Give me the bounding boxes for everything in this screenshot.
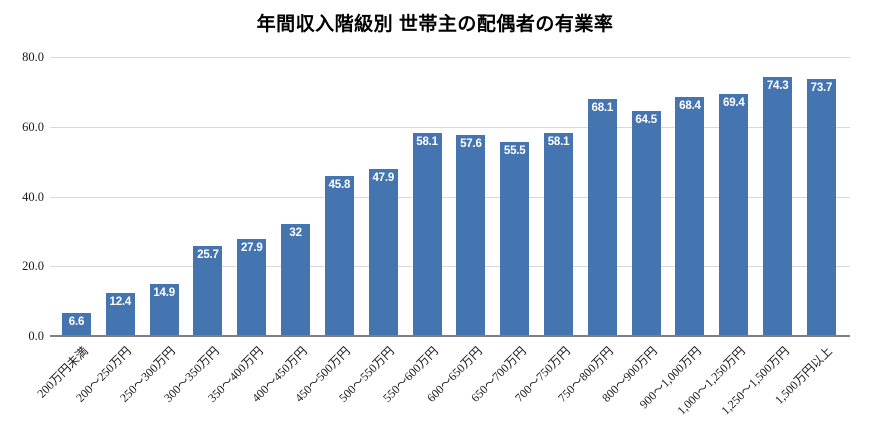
bar: 27.9 <box>237 238 267 336</box>
x-tick-label: 200万円未満 <box>33 344 91 401</box>
bar-value-label: 74.3 <box>766 79 789 92</box>
bar-value-label: 32 <box>289 227 302 240</box>
y-tick-label: 0.0 <box>28 329 44 343</box>
bar: 58.1 <box>544 133 574 336</box>
bar: 74.3 <box>763 76 793 336</box>
bar-value-label: 14.9 <box>153 287 175 300</box>
bar: 58.1 <box>412 133 442 336</box>
y-tick-label: 20.0 <box>22 259 44 274</box>
bar: 68.1 <box>587 98 617 336</box>
bar-value-label: 58.1 <box>547 136 570 149</box>
bar-value-label: 69.4 <box>723 96 745 109</box>
bar: 14.9 <box>149 284 179 336</box>
bar: 12.4 <box>105 292 135 336</box>
x-axis-line <box>50 335 850 337</box>
bar: 73.7 <box>806 78 836 336</box>
bar: 45.8 <box>324 176 354 336</box>
bar: 32 <box>281 224 311 336</box>
bar-value-label: 27.9 <box>240 241 263 254</box>
bar-value-label: 45.8 <box>328 179 351 192</box>
y-tick-label: 40.0 <box>22 189 44 204</box>
gridline <box>50 196 850 198</box>
gridline <box>50 126 850 128</box>
plot-area: 6.6 12.4 14.9 25.7 27.9 32 45.8 47.9 58.1 57.6 55.… <box>50 57 850 337</box>
bar-value-label: 58.1 <box>416 136 438 149</box>
bar: 57.6 <box>456 135 486 336</box>
y-tick-label: 80.0 <box>22 50 44 64</box>
gridline <box>50 57 850 58</box>
bar: 47.9 <box>368 168 398 336</box>
bar: 64.5 <box>631 111 661 336</box>
bar-value-label: 25.7 <box>197 249 219 262</box>
bar: 6.6 <box>62 312 91 336</box>
bar: 68.4 <box>675 97 705 336</box>
chart-title: 年間収入階級別 世帯主の配偶者の有業率 <box>256 14 614 35</box>
bar-value-label: 6.6 <box>68 315 85 328</box>
gridline <box>50 266 850 268</box>
bar: 25.7 <box>193 246 223 336</box>
bar: 69.4 <box>719 93 749 336</box>
bar-value-label: 68.4 <box>679 100 701 113</box>
bar-value-label: 64.5 <box>635 114 657 127</box>
bar: 55.5 <box>500 142 530 336</box>
bar-value-label: 68.1 <box>591 101 614 114</box>
bar-value-label: 47.9 <box>372 171 395 184</box>
bar-value-label: 55.5 <box>503 145 526 158</box>
bar-value-label: 73.7 <box>810 81 833 94</box>
bar-value-label: 57.6 <box>460 138 482 151</box>
y-tick-label: 60.0 <box>22 119 44 134</box>
bar-value-label: 12.4 <box>109 295 132 308</box>
